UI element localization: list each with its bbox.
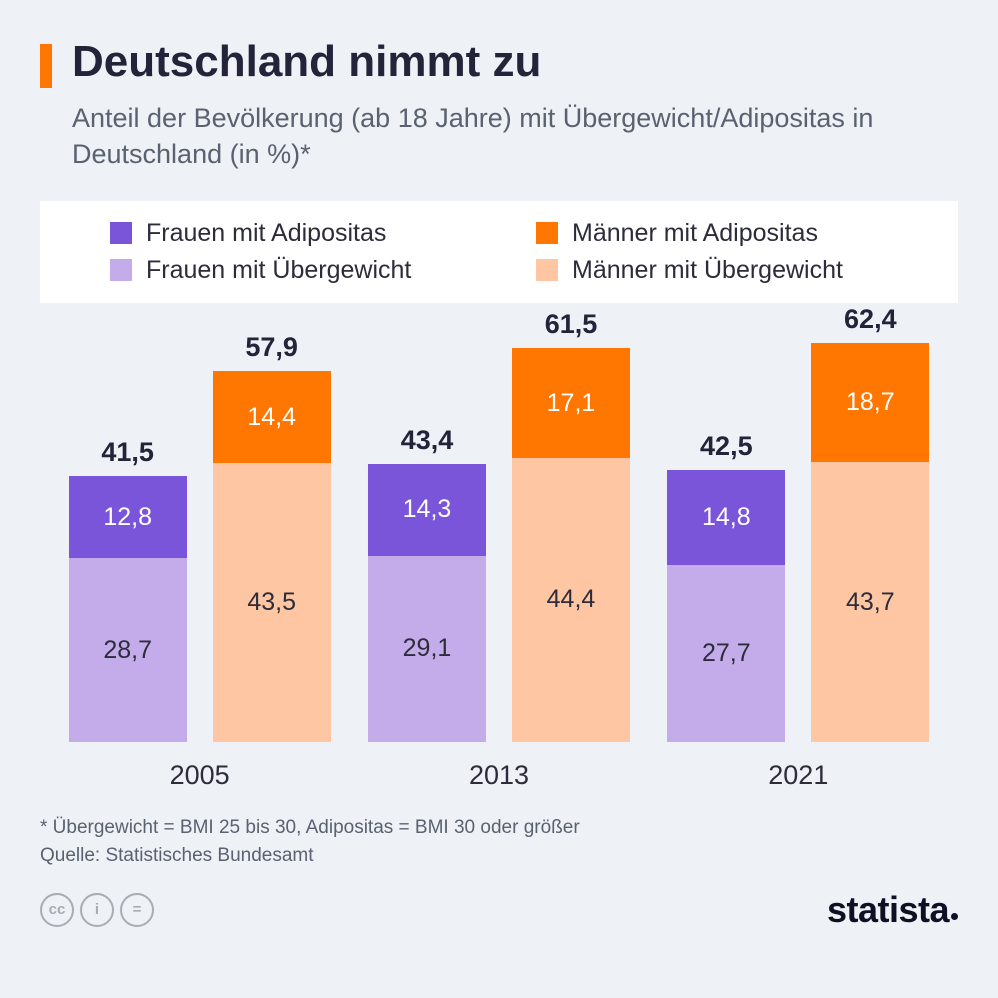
legend-label: Frauen mit Adipositas bbox=[146, 219, 386, 248]
segment-uebergewicht: 43,7 bbox=[811, 462, 929, 742]
bar-stack: 44,417,1 bbox=[512, 348, 630, 742]
bar-total: 62,4 bbox=[844, 304, 897, 335]
bar-total: 43,4 bbox=[401, 425, 454, 456]
footer: cc i = statista bbox=[40, 889, 958, 931]
chart-title: Deutschland nimmt zu bbox=[72, 38, 541, 86]
bar-maenner: 61,5 44,417,1 bbox=[512, 309, 630, 742]
year-group: 42,5 27,714,8 62,4 43,718,7 2021 bbox=[667, 304, 929, 791]
swatch-maenner-adipositas bbox=[536, 222, 558, 244]
segment-uebergewicht: 44,4 bbox=[512, 458, 630, 742]
segment-adipositas: 17,1 bbox=[512, 348, 630, 457]
chart-area: 41,5 28,712,8 57,9 43,514,4 2005 43,4 29,114,3… bbox=[40, 321, 958, 791]
year-label: 2005 bbox=[170, 760, 230, 791]
segment-uebergewicht: 29,1 bbox=[368, 556, 486, 742]
legend-frauen-adipositas: Frauen mit Adipositas bbox=[110, 219, 512, 248]
year-label: 2013 bbox=[469, 760, 529, 791]
legend-label: Männer mit Übergewicht bbox=[572, 256, 843, 285]
bar-maenner: 57,9 43,514,4 bbox=[213, 332, 331, 742]
bar-stack: 29,114,3 bbox=[368, 464, 486, 742]
legend: Frauen mit Adipositas Männer mit Adiposi… bbox=[40, 201, 958, 303]
accent-bar bbox=[40, 44, 52, 88]
bar-stack: 43,514,4 bbox=[213, 371, 331, 742]
segment-adipositas: 14,8 bbox=[667, 470, 785, 565]
swatch-maenner-uebergewicht bbox=[536, 259, 558, 281]
swatch-frauen-adipositas bbox=[110, 222, 132, 244]
chart-subtitle: Anteil der Bevölkerung (ab 18 Jahre) mit… bbox=[72, 100, 958, 173]
source: Quelle: Statistisches Bundesamt bbox=[40, 845, 958, 867]
segment-adipositas: 14,4 bbox=[213, 371, 331, 463]
bar-stack: 43,718,7 bbox=[811, 343, 929, 742]
legend-maenner-uebergewicht: Männer mit Übergewicht bbox=[536, 256, 938, 285]
segment-adipositas: 18,7 bbox=[811, 343, 929, 463]
bar-frauen: 42,5 27,714,8 bbox=[667, 431, 785, 742]
segment-uebergewicht: 43,5 bbox=[213, 463, 331, 741]
statista-logo: statista bbox=[827, 889, 958, 931]
bar-stack: 28,712,8 bbox=[69, 476, 187, 742]
header: Deutschland nimmt zu bbox=[40, 38, 958, 88]
bar-total: 61,5 bbox=[545, 309, 598, 340]
cc-icon: cc bbox=[40, 893, 74, 927]
segment-adipositas: 12,8 bbox=[69, 476, 187, 558]
cc-nd-icon: = bbox=[120, 893, 154, 927]
bar-pair: 41,5 28,712,8 57,9 43,514,4 bbox=[69, 332, 331, 742]
bar-pair: 43,4 29,114,3 61,5 44,417,1 bbox=[368, 309, 630, 742]
footnote: * Übergewicht = BMI 25 bis 30, Adiposita… bbox=[40, 817, 958, 839]
legend-frauen-uebergewicht: Frauen mit Übergewicht bbox=[110, 256, 512, 285]
year-group: 43,4 29,114,3 61,5 44,417,1 2013 bbox=[368, 309, 630, 791]
segment-uebergewicht: 27,7 bbox=[667, 565, 785, 742]
year-group: 41,5 28,712,8 57,9 43,514,4 2005 bbox=[69, 332, 331, 791]
legend-label: Männer mit Adipositas bbox=[572, 219, 818, 248]
bar-total: 42,5 bbox=[700, 431, 753, 462]
year-label: 2021 bbox=[768, 760, 828, 791]
bar-frauen: 43,4 29,114,3 bbox=[368, 425, 486, 742]
bar-pair: 42,5 27,714,8 62,4 43,718,7 bbox=[667, 304, 929, 742]
bar-total: 41,5 bbox=[101, 437, 154, 468]
cc-by-icon: i bbox=[80, 893, 114, 927]
segment-adipositas: 14,3 bbox=[368, 464, 486, 556]
segment-uebergewicht: 28,7 bbox=[69, 558, 187, 742]
cc-license-icons: cc i = bbox=[40, 893, 154, 927]
bar-stack: 27,714,8 bbox=[667, 470, 785, 742]
swatch-frauen-uebergewicht bbox=[110, 259, 132, 281]
legend-label: Frauen mit Übergewicht bbox=[146, 256, 411, 285]
bar-frauen: 41,5 28,712,8 bbox=[69, 437, 187, 742]
bar-total: 57,9 bbox=[245, 332, 298, 363]
bar-maenner: 62,4 43,718,7 bbox=[811, 304, 929, 742]
legend-maenner-adipositas: Männer mit Adipositas bbox=[536, 219, 938, 248]
